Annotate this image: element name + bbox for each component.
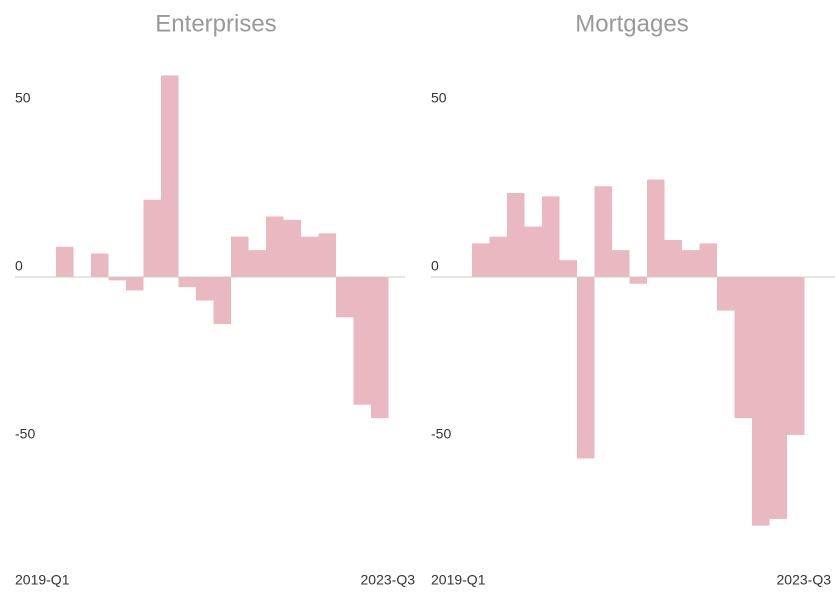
x-tick-label: 2019-Q1 bbox=[15, 572, 70, 588]
bar bbox=[143, 199, 161, 277]
y-tick-label: 50 bbox=[431, 90, 447, 106]
bar bbox=[336, 277, 354, 318]
x-tick-label: 2023-Q3 bbox=[777, 572, 832, 588]
y-tick-label: 50 bbox=[15, 90, 31, 106]
bar bbox=[524, 226, 542, 277]
bar bbox=[161, 75, 179, 278]
bar bbox=[629, 277, 647, 284]
bar bbox=[353, 277, 371, 405]
x-tick-label: 2023-Q3 bbox=[361, 572, 416, 588]
bar bbox=[56, 246, 74, 277]
bar bbox=[507, 193, 525, 277]
bar bbox=[787, 277, 805, 435]
bar bbox=[577, 277, 595, 459]
bar bbox=[231, 236, 249, 277]
chart-title: Mortgages bbox=[575, 10, 688, 37]
bar bbox=[196, 277, 214, 301]
bar bbox=[91, 253, 109, 277]
bar bbox=[699, 243, 717, 277]
bar bbox=[769, 277, 787, 519]
bar bbox=[734, 277, 752, 419]
bar bbox=[283, 219, 301, 277]
bar bbox=[489, 236, 507, 277]
bar bbox=[266, 216, 284, 277]
bar bbox=[318, 233, 336, 277]
y-tick-label: -50 bbox=[431, 426, 451, 442]
bar bbox=[371, 277, 389, 419]
bar bbox=[717, 277, 735, 311]
bar bbox=[647, 179, 665, 277]
bar bbox=[612, 250, 630, 277]
y-tick-label: -50 bbox=[15, 426, 35, 442]
bar bbox=[108, 277, 126, 281]
bar bbox=[664, 240, 682, 277]
bar bbox=[594, 186, 612, 277]
bar bbox=[178, 277, 196, 288]
bar bbox=[542, 196, 560, 277]
y-tick-label: 0 bbox=[431, 258, 439, 274]
y-tick-label: 0 bbox=[15, 258, 23, 274]
bar bbox=[248, 250, 266, 277]
bar bbox=[559, 260, 577, 277]
chart-title: Enterprises bbox=[155, 10, 276, 37]
bar bbox=[301, 236, 319, 277]
bar bbox=[472, 243, 490, 277]
bar bbox=[126, 277, 144, 291]
bar bbox=[752, 277, 770, 526]
bar bbox=[682, 250, 700, 277]
bar bbox=[213, 277, 231, 325]
x-tick-label: 2019-Q1 bbox=[431, 572, 486, 588]
